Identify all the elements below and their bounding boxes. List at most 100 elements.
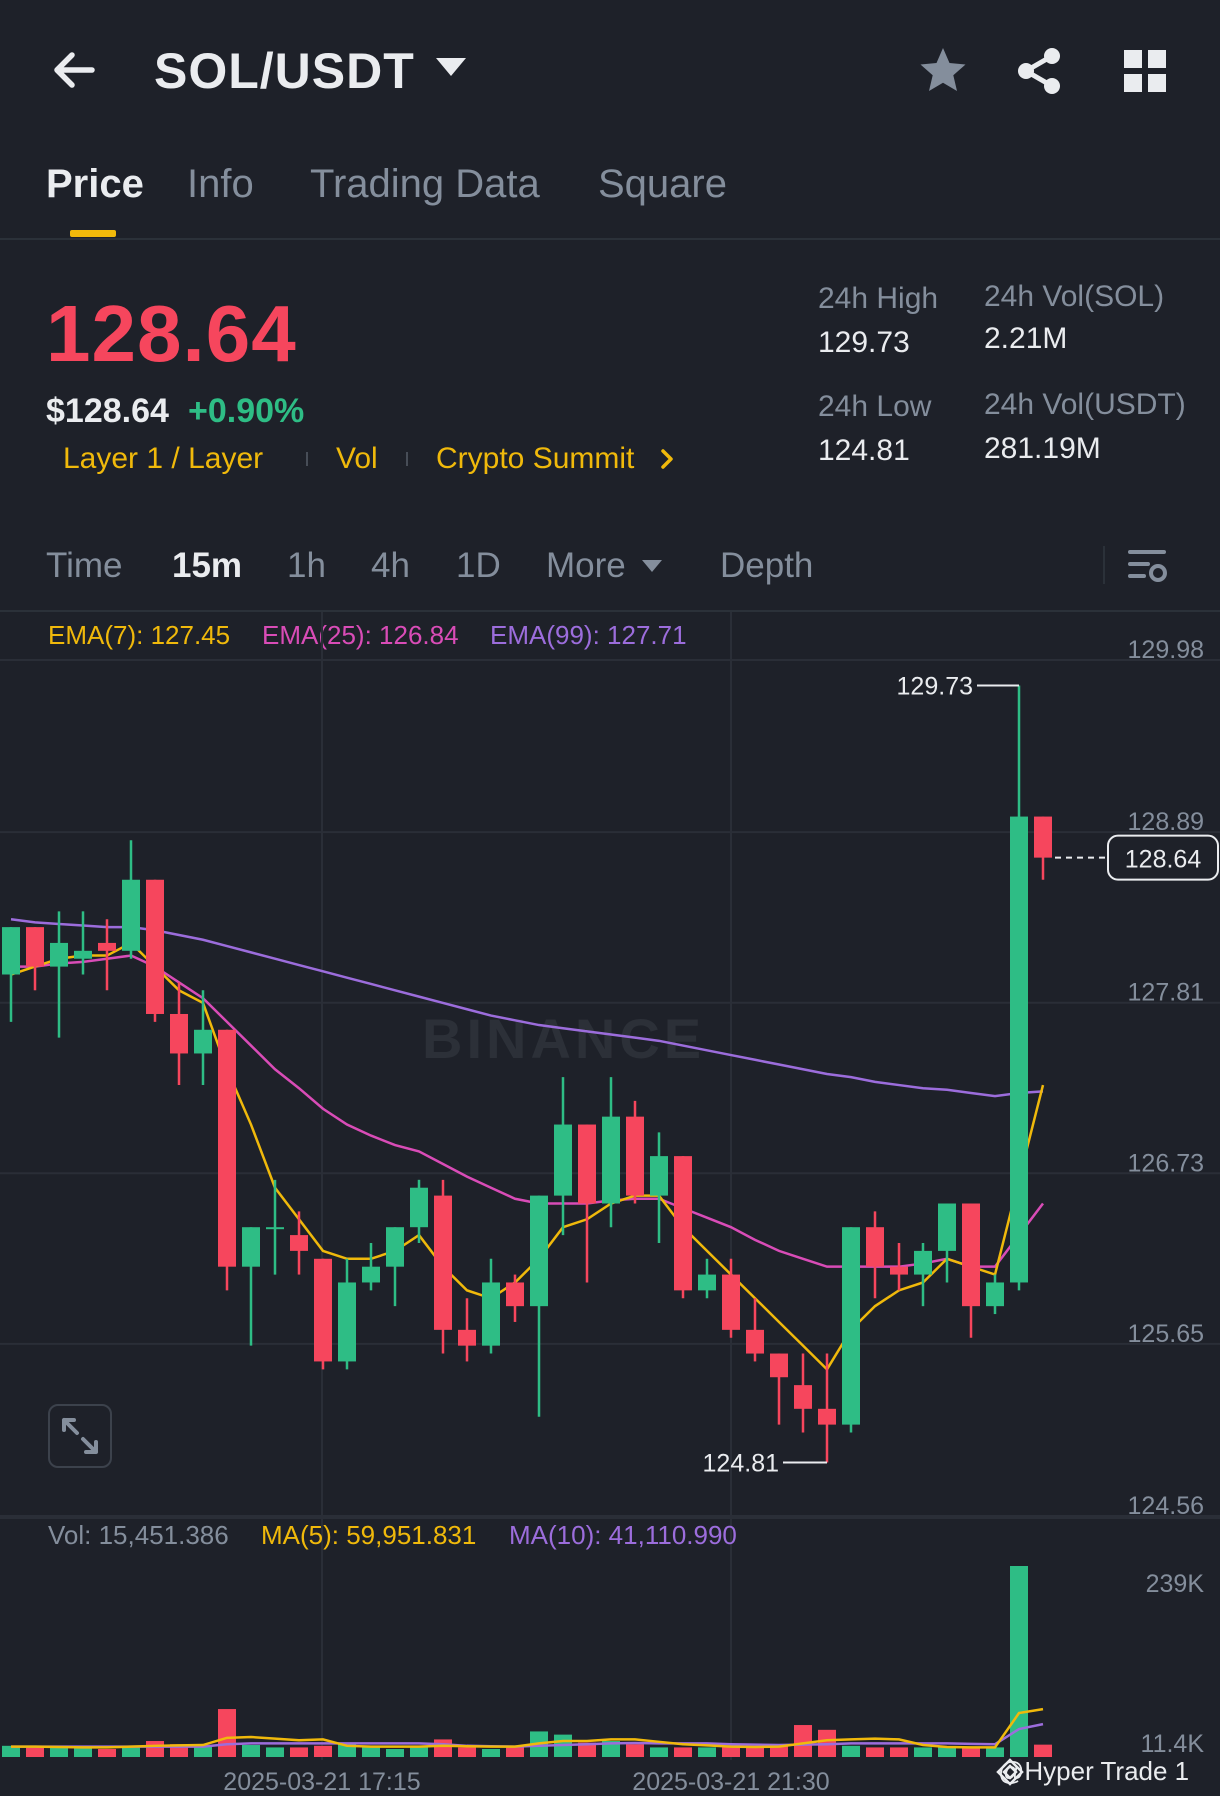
candle-body: [866, 1227, 884, 1267]
volume-bar: [1034, 1744, 1052, 1757]
volume-bar: [650, 1747, 668, 1757]
volume-bar: [626, 1744, 644, 1757]
candle-body: [410, 1187, 428, 1228]
vol-usdt-value: 281.19M: [984, 432, 1101, 465]
volume-bar: [458, 1747, 476, 1757]
vol-sol-value: 2.21M: [984, 322, 1068, 355]
tab-trading-data[interactable]: Trading Data: [310, 162, 540, 206]
vol-usdt-label: 24h Vol(USDT): [984, 388, 1186, 421]
volume-bar: [122, 1747, 140, 1757]
candle-body: [218, 1029, 236, 1267]
depth-tab[interactable]: Depth: [720, 546, 814, 585]
candle-body: [1010, 816, 1028, 1283]
share-icon[interactable]: [1012, 44, 1066, 98]
volume-bar: [338, 1744, 356, 1757]
volume-bar: [266, 1747, 284, 1757]
volume-bar: [218, 1709, 236, 1757]
current-price-box: [1107, 834, 1219, 881]
candle-body: [626, 1116, 644, 1196]
volume-bar: [50, 1747, 68, 1757]
candle-body: [146, 879, 164, 1014]
volume-bar: [938, 1747, 956, 1757]
tag-separator: [406, 452, 408, 466]
price-axis: 129.98 128.89 127.81 126.73 125.65 124.56: [1128, 636, 1204, 1520]
exchange-watermark: BINANCE: [422, 1007, 706, 1070]
ema25-legend: EMA(25): 126.84: [262, 620, 459, 650]
ema99-line: [10, 917, 1044, 1098]
ma10-line: [11, 1722, 1044, 1748]
candle-body: [746, 1329, 764, 1354]
fullscreen-button[interactable]: [48, 1404, 112, 1468]
timeframe-1h[interactable]: 1h: [287, 546, 326, 585]
chart-settings-icon[interactable]: [1126, 544, 1170, 588]
candle-body: [26, 927, 44, 967]
active-tab-indicator: [70, 230, 116, 237]
ema7-line: [10, 941, 1045, 1372]
star-icon[interactable]: [916, 44, 970, 98]
usd-price: $128.64: [46, 392, 169, 430]
volume-bar: [146, 1741, 164, 1757]
timeframe-1d[interactable]: 1D: [456, 546, 501, 585]
volume-tick-label: 239K: [1146, 1570, 1205, 1598]
grid-icon[interactable]: [1118, 44, 1172, 98]
candle-body: [722, 1274, 740, 1330]
candle-body: [98, 942, 116, 951]
volume-bar: [770, 1745, 788, 1757]
candle-body: [242, 1227, 260, 1267]
volume-bar: [242, 1745, 260, 1757]
low-label: 24h Low: [818, 390, 932, 423]
main-tabs: Price Info Trading Data Square: [0, 150, 1220, 240]
volume-bars: 239K 11.4K 2025-03-21 17:15 2025-03-21 21:3…: [2, 1566, 1204, 1796]
tag-crypto-summit[interactable]: Crypto Summit: [436, 442, 635, 475]
chevron-right-icon[interactable]: [656, 446, 678, 472]
time-axis-label: 2025-03-21 21:30: [632, 1768, 829, 1796]
price-chart[interactable]: 129.98 128.89 127.81 126.73 125.65 124.56 129…: [0, 610, 1220, 1796]
tab-square[interactable]: Square: [598, 162, 727, 206]
candle-body: [170, 1013, 188, 1054]
candle-body: [50, 942, 68, 967]
price-tick-label: 129.98: [1128, 636, 1204, 664]
candle-body: [914, 1250, 932, 1275]
volume-bar: [434, 1739, 452, 1757]
chevron-down-icon[interactable]: [436, 58, 466, 76]
candle-body: [482, 1282, 500, 1346]
low-value: 124.81: [818, 434, 910, 467]
expand-icon: [62, 1418, 98, 1454]
high-value: 129.73: [818, 326, 910, 359]
timeframe-4h[interactable]: 4h: [371, 546, 410, 585]
candle-body: [962, 1203, 980, 1307]
chevron-down-icon[interactable]: [642, 560, 662, 572]
tab-info[interactable]: Info: [187, 162, 254, 206]
volume-legend: Vol: 15,451.386: [48, 1520, 229, 1550]
candle-body: [290, 1235, 308, 1251]
volume-bar: [986, 1747, 1004, 1757]
tag-layer[interactable]: Layer 1 / Layer: [63, 442, 264, 475]
candle-body: [554, 1124, 572, 1196]
price-tick-label: 124.56: [1128, 1492, 1204, 1520]
candle-body: [458, 1329, 476, 1346]
candle-body: [1034, 816, 1052, 858]
tab-price[interactable]: Price: [46, 162, 144, 206]
candle-body: [506, 1282, 524, 1307]
price-tick-label: 127.81: [1128, 979, 1204, 1007]
timeframe-15m[interactable]: 15m: [172, 546, 243, 585]
timeframe-more[interactable]: More: [546, 546, 626, 585]
candle-body: [74, 950, 92, 959]
volume-bar: [842, 1745, 860, 1757]
back-arrow-icon[interactable]: [44, 40, 104, 100]
tag-vol[interactable]: Vol: [336, 442, 378, 475]
low-marker-label: 124.81: [703, 1450, 779, 1478]
candle-body: [770, 1353, 788, 1378]
candle-body: [122, 879, 140, 951]
timeframe-time[interactable]: Time: [46, 546, 123, 585]
candle-body: [578, 1124, 596, 1204]
price-tick-label: 126.73: [1128, 1149, 1204, 1177]
volume-bar: [890, 1747, 908, 1757]
volume-bar: [602, 1741, 620, 1757]
volume-bar: [410, 1747, 428, 1757]
price-tick-label: 125.65: [1128, 1320, 1204, 1348]
volume-bar: [1010, 1566, 1028, 1757]
volume-bar: [26, 1746, 44, 1757]
volume-bar: [674, 1747, 692, 1757]
pair-title[interactable]: SOL/USDT: [154, 43, 415, 99]
